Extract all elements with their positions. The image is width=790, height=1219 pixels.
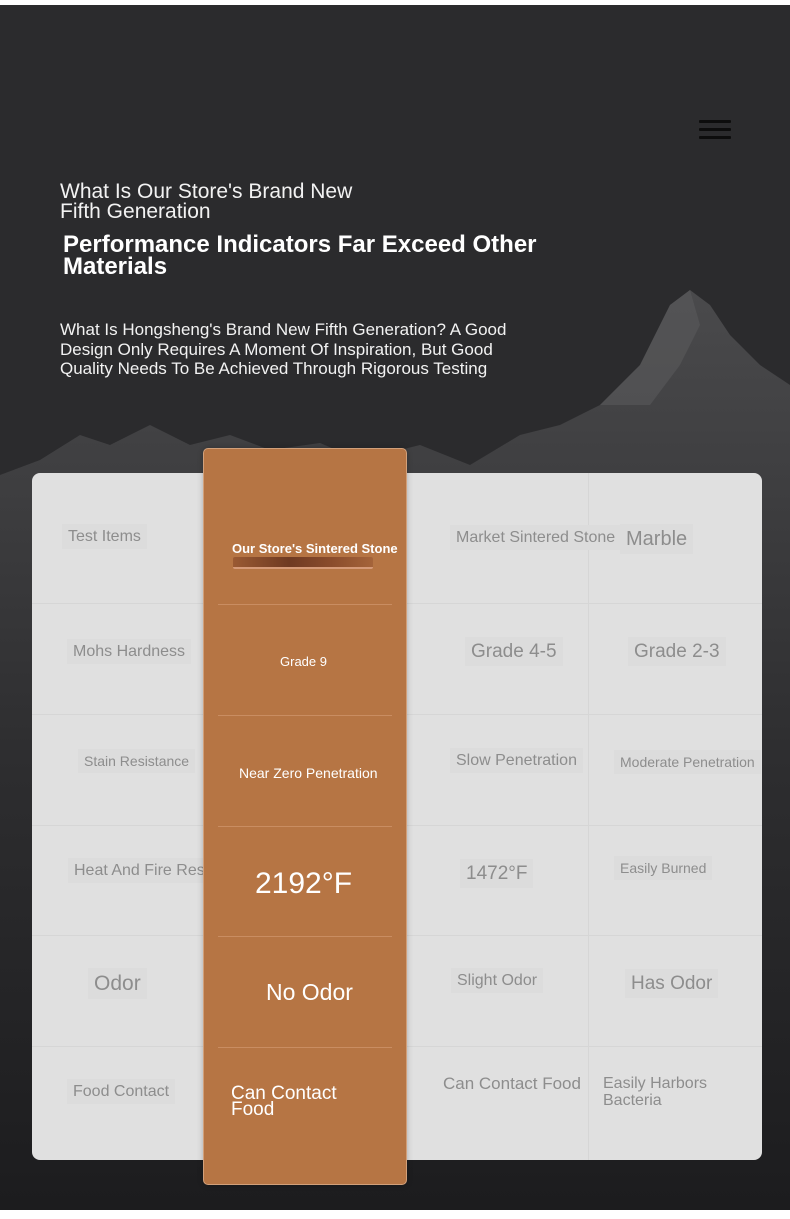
- row3-market-value: 1472°F: [460, 859, 534, 888]
- title-line1-block: What Is Our Store's Brand New Fifth Gene…: [60, 180, 420, 223]
- row5-market-value: Can Contact Food: [443, 1074, 581, 1093]
- title-line2: Fifth Generation: [60, 200, 211, 223]
- row5-test-item: Food Contact: [67, 1079, 176, 1104]
- description: What Is Hongsheng's Brand New Fifth Gene…: [60, 320, 507, 378]
- row2-marble-value: Moderate Penetration: [614, 750, 761, 774]
- highlight-divider: [218, 715, 392, 716]
- brush-stroke-decoration: [233, 557, 373, 569]
- highlight-divider: [218, 604, 392, 605]
- row5-marble-value: Easily Harbors Bacteria: [603, 1075, 708, 1109]
- header-market-sintered-stone: Market Sintered Stone: [450, 525, 622, 550]
- row3-marble-value: Easily Burned: [614, 856, 713, 880]
- row1-market-value: Grade 4-5: [465, 637, 563, 666]
- row1-our-value: Grade 9: [280, 654, 327, 669]
- row4-test-item: Odor: [88, 968, 147, 999]
- headline: Performance Indicators Far Exceed Other …: [63, 231, 537, 280]
- highlight-divider: [218, 936, 392, 937]
- row2-test-item: Stain Resistance: [78, 749, 196, 773]
- header-test-items: Test Items: [62, 524, 147, 549]
- row3-our-value: 2192°F: [255, 867, 353, 900]
- highlight-divider: [218, 1047, 392, 1048]
- row4-market-value: Slight Odor: [451, 968, 544, 993]
- header-our-store: Our Store's Sintered Stone: [232, 541, 398, 556]
- row5-our-value: Can Contact Food: [231, 1083, 337, 1120]
- highlight-column-our-store: Our Store's Sintered Stone Grade 9 Near …: [203, 448, 407, 1185]
- title-line1: What Is Our Store's Brand New: [60, 180, 353, 203]
- header-marble: Marble: [620, 524, 694, 554]
- hamburger-menu-icon[interactable]: [699, 120, 731, 142]
- row2-our-value: Near Zero Penetration: [239, 765, 378, 781]
- row2-market-value: Slow Penetration: [450, 748, 583, 773]
- col-divider: [588, 473, 589, 1160]
- row4-our-value: No Odor: [266, 979, 353, 1005]
- highlight-divider: [218, 826, 392, 827]
- row1-test-item: Mohs Hardness: [67, 639, 192, 664]
- row4-marble-value: Has Odor: [625, 969, 719, 998]
- row1-marble-value: Grade 2-3: [628, 637, 726, 666]
